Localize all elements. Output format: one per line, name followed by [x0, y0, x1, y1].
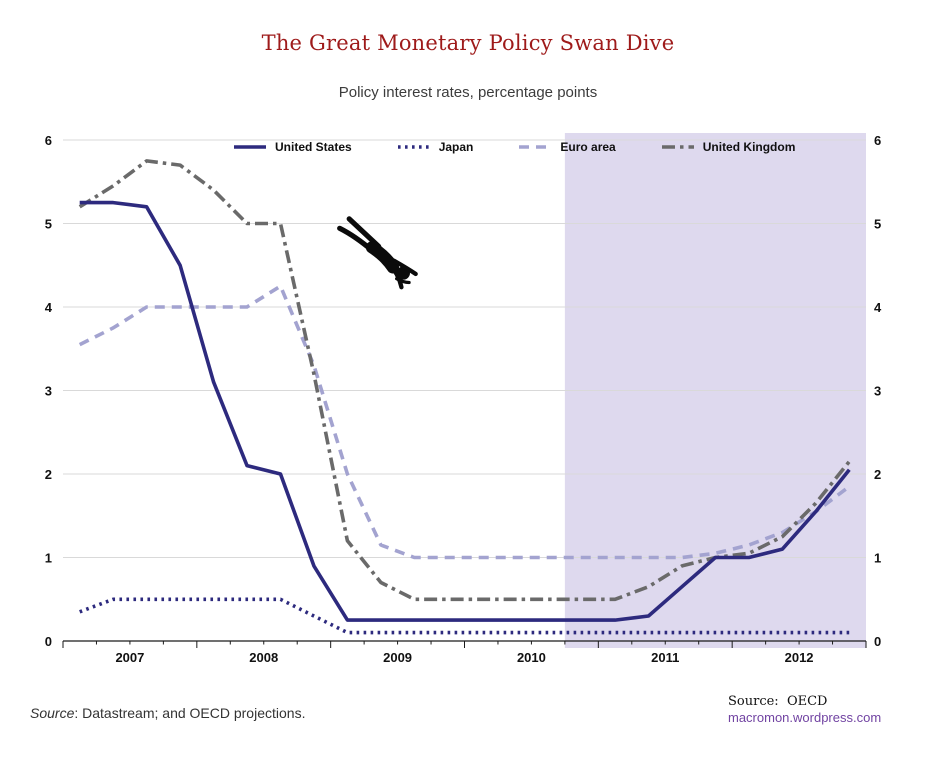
series-line-euro-area: [78, 284, 851, 560]
source-note-text: : Datastream; and OECD projections.: [74, 705, 306, 721]
source-oecd-label: Source:: [728, 694, 779, 709]
y-axis-label-right: 4: [874, 300, 882, 315]
site-link[interactable]: macromon.wordpress.com: [728, 710, 882, 725]
y-axis-label-left: 3: [45, 384, 52, 399]
y-axis-label-right: 2: [874, 467, 881, 482]
legend-label-euro-area: Euro area: [560, 140, 616, 154]
legend-label-united-states: United States: [275, 140, 352, 154]
series-line-united-states: [79, 200, 851, 622]
x-axis-label: 2008: [249, 650, 278, 665]
y-axis-label-right: 5: [874, 217, 881, 232]
legend-item-euro-area: Euro area: [519, 140, 616, 154]
source-note: Source: Datastream; and OECD projections…: [30, 705, 305, 721]
legend-label-japan: Japan: [438, 140, 474, 154]
legend-swatch-united-kingdom: [661, 145, 694, 149]
attribution-block: Source: OECD macromon.wordpress.com: [728, 694, 881, 726]
source-oecd-value: OECD: [786, 694, 828, 709]
y-axis-label-left: 6: [45, 133, 52, 148]
legend-swatch-united-states: [234, 145, 266, 149]
x-axis-label: 2012: [785, 650, 814, 665]
legend-label-united-kingdom: United Kingdom: [702, 140, 796, 154]
source-word: Source: [30, 705, 75, 721]
y-axis-label-right: 0: [874, 634, 881, 649]
source-oecd: Source: OECD: [728, 694, 881, 710]
y-axis-label-right: 6: [874, 133, 881, 148]
y-axis-label-left: 4: [45, 300, 53, 315]
y-axis-label-right: 3: [874, 384, 881, 399]
x-axis-label: 2009: [383, 650, 412, 665]
legend-item-japan: Japan: [397, 140, 474, 154]
chart-title: The Great Monetary Policy Swan Dive: [261, 31, 675, 55]
y-axis-label-left: 0: [45, 634, 52, 649]
series-line-japan: [79, 597, 850, 635]
chart-subtitle: Policy interest rates, percentage points: [338, 84, 598, 101]
legend-swatch-japan: [397, 145, 430, 149]
legend: United States Japan Euro area United Kingdo…: [234, 140, 795, 154]
legend-item-united-kingdom: United Kingdom: [661, 140, 796, 154]
y-axis-label-right: 1: [874, 551, 881, 566]
legend-item-united-states: United States: [234, 140, 352, 154]
diver-silhouette-icon: [337, 216, 418, 290]
x-axis-label: 2010: [517, 650, 546, 665]
y-axis-label-left: 5: [45, 217, 52, 232]
x-axis-label: 2011: [651, 650, 679, 665]
x-axis-label: 2007: [115, 650, 144, 665]
y-axis-label-left: 1: [45, 551, 52, 566]
y-axis-label-left: 2: [45, 467, 52, 482]
legend-swatch-euro-area: [519, 145, 552, 149]
